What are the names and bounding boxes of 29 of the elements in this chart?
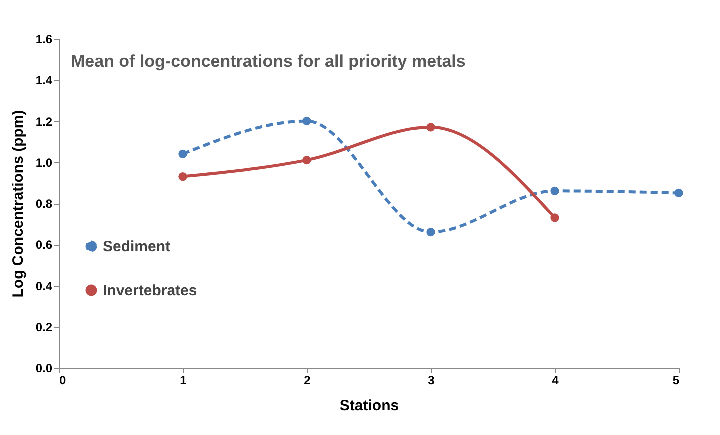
y-tick-label: 1.6: [36, 32, 53, 46]
legend-label: Sediment: [103, 238, 171, 256]
y-tick-label: 1.2: [36, 114, 53, 129]
legend-label: Invertebrates: [103, 282, 198, 300]
point: [426, 228, 436, 237]
y-tick-label: 0.2: [36, 320, 53, 334]
y-tick-label: 1.0: [36, 156, 53, 170]
point: [550, 214, 560, 222]
point: [302, 156, 312, 165]
x-axis-title: Stations: [340, 398, 400, 414]
point: [178, 150, 188, 158]
x-tick-label: 3: [428, 374, 436, 388]
y-tick-label: 0.4: [36, 279, 53, 294]
point: [302, 116, 312, 126]
y-tick-label: 0.0: [36, 362, 53, 376]
y-tick-label: 1.4: [36, 74, 53, 88]
point: [550, 186, 560, 196]
y-tick-label: 0.6: [36, 238, 53, 252]
point: [426, 123, 436, 132]
x-tick-label: 2: [304, 374, 312, 388]
point: [178, 172, 188, 182]
x-tick-label: 5: [672, 374, 680, 388]
x-tick-label: 4: [552, 374, 560, 388]
x-tick-label: 1: [180, 374, 188, 388]
y-axis-title: Log Concentrations (ppm): [10, 110, 27, 298]
y-tick-label: 0.8: [36, 197, 53, 211]
point: [674, 188, 684, 198]
x-tick-label: 0: [60, 374, 66, 388]
text: Mean of log-concentrations for all priority metals: [71, 52, 466, 71]
